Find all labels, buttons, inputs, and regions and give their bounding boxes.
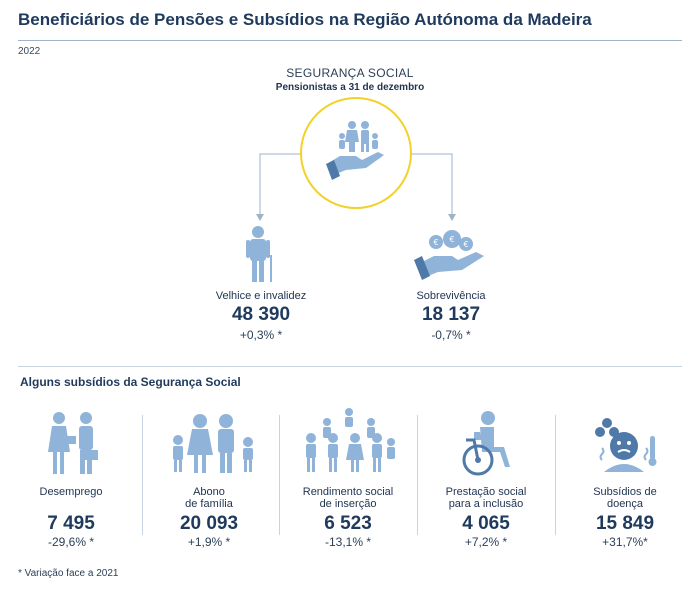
community-group-icon [306, 408, 395, 472]
svg-text:€: € [433, 238, 438, 247]
subsidies-section-title: Alguns subsídios da Segurança Social [20, 375, 241, 389]
seguranca-social-subtitle: Pensionistas a 31 de dezembro [275, 82, 425, 93]
footnote: * Variação face a 2021 [18, 568, 119, 579]
subsidy-label: Abono de família [144, 486, 274, 510]
family-in-hand-icon [326, 121, 384, 180]
subsidy-label: Desemprego [6, 486, 136, 498]
column-separator [555, 415, 556, 535]
subsidy-label: Prestação social para a inclusão [421, 486, 551, 510]
pension-variation-sobrevivencia: -0,7% * [431, 328, 471, 342]
subsidy-value: 4 065 [462, 513, 510, 534]
subsidy-label-line: de família [185, 498, 233, 510]
subsidy-label-line: Subsídios de [593, 486, 657, 498]
subsidy-label-line: Desemprego [39, 486, 103, 498]
hand-with-coins-icon: € € € [414, 230, 484, 280]
section-divider [18, 366, 682, 367]
pension-label-sobrevivencia: Sobrevivência [416, 290, 486, 302]
column-separator [142, 415, 143, 535]
subsidy-variation: -13,1% * [324, 535, 372, 549]
subsidy-label-line: Prestação social [445, 486, 527, 498]
subsidy-value: 7 495 [47, 513, 95, 534]
subsidy-label-line: Abono [193, 486, 225, 498]
pension-value-velhice: 48 390 [231, 304, 291, 325]
seguranca-social-title: SEGURANÇA SOCIAL [286, 66, 414, 80]
pension-value-sobrevivencia: 18 137 [421, 304, 481, 325]
subsidy-variation: -29,6% * [47, 535, 95, 549]
pension-label-velhice: Velhice e invalidez [215, 290, 307, 302]
column-separator [279, 415, 280, 535]
column-separator [417, 415, 418, 535]
year-label: 2022 [18, 46, 41, 57]
subsidy-variation: +7,2% * [464, 535, 508, 549]
subsidy-label-line: Rendimento social [302, 486, 394, 498]
sick-person-icon [595, 418, 657, 472]
subsidy-label: Rendimento social de inserção [283, 486, 413, 510]
subsidy-value: 6 523 [324, 513, 372, 534]
subsidy-value: 20 093 [179, 513, 239, 534]
page-title: Beneficiários de Pensões e Subsídios na … [18, 10, 592, 29]
svg-text:€: € [463, 240, 468, 249]
family-icon [173, 414, 253, 473]
subsidy-label-line: de inserção [319, 498, 377, 510]
subsidy-variation: +1,9% * [187, 535, 231, 549]
subsidy-variation: +31,7%* [602, 535, 648, 549]
title-divider [18, 40, 682, 41]
unemployed-people-icon [48, 412, 98, 474]
subsidy-value: 15 849 [595, 513, 655, 534]
subsidy-label-line: doença [606, 498, 644, 510]
subsidy-label: Subsídios de doença [560, 486, 690, 510]
svg-text:€: € [449, 235, 454, 244]
wheelchair-icon [462, 411, 510, 476]
pension-variation-velhice: +0,3% * [239, 328, 283, 342]
subsidy-label-line: para a inclusão [448, 498, 524, 510]
elderly-person-icon [246, 226, 272, 282]
central-circle [300, 97, 412, 209]
